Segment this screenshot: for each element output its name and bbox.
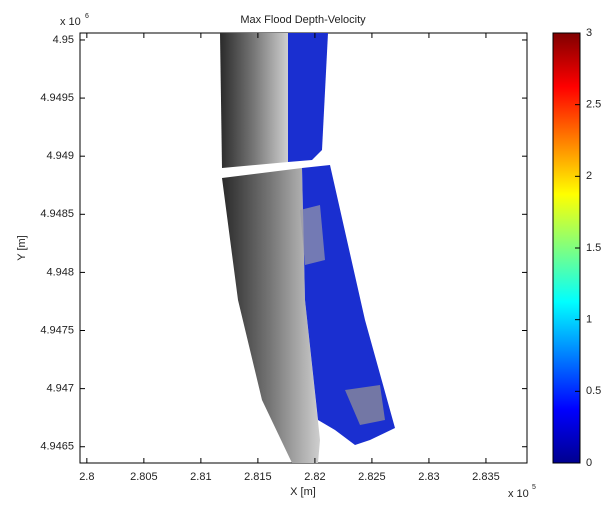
x-tick-label: 2.82 [304, 471, 325, 483]
x-multiplier-exponent: 5 [532, 484, 536, 491]
colorbar-tick-label: 1.5 [586, 242, 601, 254]
x-multiplier: x 10 [508, 488, 529, 500]
x-tick-label: 2.8 [79, 471, 94, 483]
colorbar-tick-label: 1 [586, 314, 592, 326]
y-tick-label: 4.9495 [40, 92, 74, 104]
y-tick-label: 4.95 [53, 34, 74, 46]
colorbar-tick-label: 0.5 [586, 385, 601, 397]
colorbar-tick-label: 2 [586, 170, 592, 182]
x-tick-label: 2.825 [358, 471, 386, 483]
y-multiplier: x 10 [60, 16, 81, 28]
x-tick-label: 2.81 [190, 471, 211, 483]
y-tick-label: 4.9475 [40, 324, 74, 336]
y-tick-label: 4.9485 [40, 208, 74, 220]
colorbar-tick-label: 2.5 [586, 99, 601, 111]
terrain [220, 33, 288, 168]
flood-area [288, 33, 328, 162]
y-multiplier-exponent: 6 [85, 13, 89, 20]
chart-title: Max Flood Depth-Velocity [240, 14, 366, 26]
x-tick-label: 2.835 [472, 471, 500, 483]
y-tick-label: 4.949 [46, 150, 74, 162]
y-tick-label: 4.948 [46, 266, 74, 278]
x-tick-label: 2.815 [244, 471, 272, 483]
x-tick-label: 2.83 [418, 471, 439, 483]
x-tick-label: 2.805 [130, 471, 158, 483]
chart: Max Flood Depth-Velocity X [m] Y [m] x 1… [0, 0, 607, 508]
x-axis-label: X [m] [290, 486, 316, 498]
colorbar-tick-label: 3 [586, 27, 592, 39]
y-axis-label: Y [m] [16, 235, 28, 260]
y-tick-label: 4.9465 [40, 441, 74, 453]
y-tick-label: 4.947 [46, 383, 74, 395]
colorbar-tick-label: 0 [586, 457, 592, 469]
